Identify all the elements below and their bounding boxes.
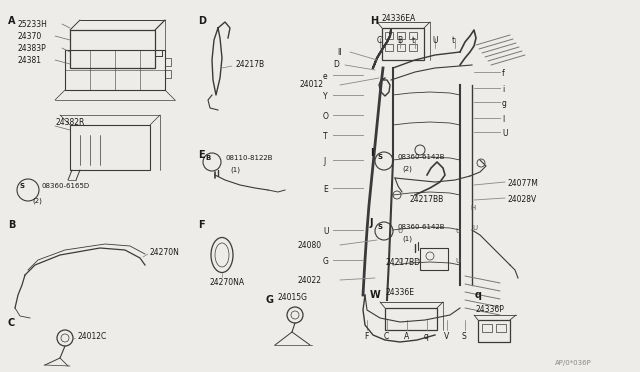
Text: II: II [337,48,342,57]
Text: 25233H: 25233H [18,20,48,29]
Text: q: q [475,290,482,300]
Text: E: E [323,185,328,194]
Bar [420,248,448,270]
Text: B: B [8,220,15,230]
Text: J: J [323,157,325,166]
Text: (1): (1) [230,166,240,173]
Text: 24381: 24381 [18,56,42,65]
Bar [382,28,424,60]
Text: A: A [404,332,409,341]
Text: 24370: 24370 [18,32,42,41]
Text: 24217BD: 24217BD [385,258,420,267]
Text: 24336EA: 24336EA [382,14,416,23]
Text: 08360-6165D: 08360-6165D [42,183,90,189]
Text: 08360-6142B: 08360-6142B [397,154,445,160]
Text: H: H [370,16,378,26]
Text: e: e [323,72,328,81]
Bar [165,70,171,78]
Bar [65,50,165,90]
Text: 24080: 24080 [297,241,321,250]
Bar [165,58,171,66]
Text: D: D [333,60,339,69]
Bar [397,44,405,51]
Text: 24217BB: 24217BB [410,195,444,204]
Text: g: g [502,99,507,108]
Text: U: U [502,129,508,138]
Text: 24012C: 24012C [78,332,108,341]
Text: G: G [265,295,273,305]
Text: i: i [502,85,504,94]
Text: 08110-8122B: 08110-8122B [225,155,273,161]
Text: E: E [198,150,205,160]
Bar [496,324,506,332]
Text: 24015G: 24015G [278,293,308,302]
Text: 24077M: 24077M [507,179,538,188]
Text: B: B [397,36,402,45]
Text: 24336P: 24336P [475,305,504,314]
Text: 24336E: 24336E [385,288,414,297]
Text: U: U [323,227,328,236]
Text: S: S [377,224,382,230]
Text: q: q [424,332,429,341]
Text: W: W [370,290,381,300]
Text: U: U [397,228,402,234]
Text: U: U [455,258,460,264]
Text: 08360-6142B: 08360-6142B [397,224,445,230]
Text: 24270NA: 24270NA [210,278,245,287]
Text: V: V [444,332,449,341]
Text: (2): (2) [32,197,42,203]
Text: F: F [198,220,205,230]
Text: C: C [8,318,15,328]
Text: U: U [472,225,477,231]
Text: t: t [452,36,455,45]
Bar [409,44,417,51]
Text: J: J [370,218,374,228]
Bar [385,32,393,39]
Text: T: T [323,132,328,141]
Text: S: S [462,332,467,341]
Bar [70,125,150,170]
Text: U: U [397,258,402,264]
Text: (2): (2) [402,165,412,171]
Text: 24270N: 24270N [150,248,180,257]
Text: A: A [8,16,15,26]
Text: G: G [323,257,329,266]
Text: D: D [198,16,206,26]
Bar [70,30,155,68]
Text: O: O [323,112,329,121]
Text: (1): (1) [402,235,412,241]
Text: 24028V: 24028V [507,195,536,204]
Text: AP/0*036P: AP/0*036P [555,360,592,366]
Text: U: U [455,228,460,234]
Text: f: f [502,69,505,78]
Text: I: I [502,115,504,124]
Text: t: t [412,36,415,45]
Text: 24382R: 24382R [55,118,84,127]
Text: Y: Y [323,92,328,101]
Text: C: C [384,332,389,341]
Text: 24383P: 24383P [18,44,47,53]
Text: 24012: 24012 [300,80,324,89]
Text: B: B [205,155,211,161]
Text: U: U [432,36,438,45]
Bar [385,308,437,330]
Text: H: H [470,205,476,211]
Bar [397,32,405,39]
Text: C: C [377,36,382,45]
Text: 24022: 24022 [297,276,321,285]
Text: I: I [370,148,374,158]
Bar [482,324,492,332]
Text: F: F [364,332,369,341]
Bar [385,44,393,51]
Text: S: S [20,183,25,189]
Bar [409,32,417,39]
Text: 24217B: 24217B [235,60,264,69]
Text: S: S [377,154,382,160]
Bar [478,320,510,342]
